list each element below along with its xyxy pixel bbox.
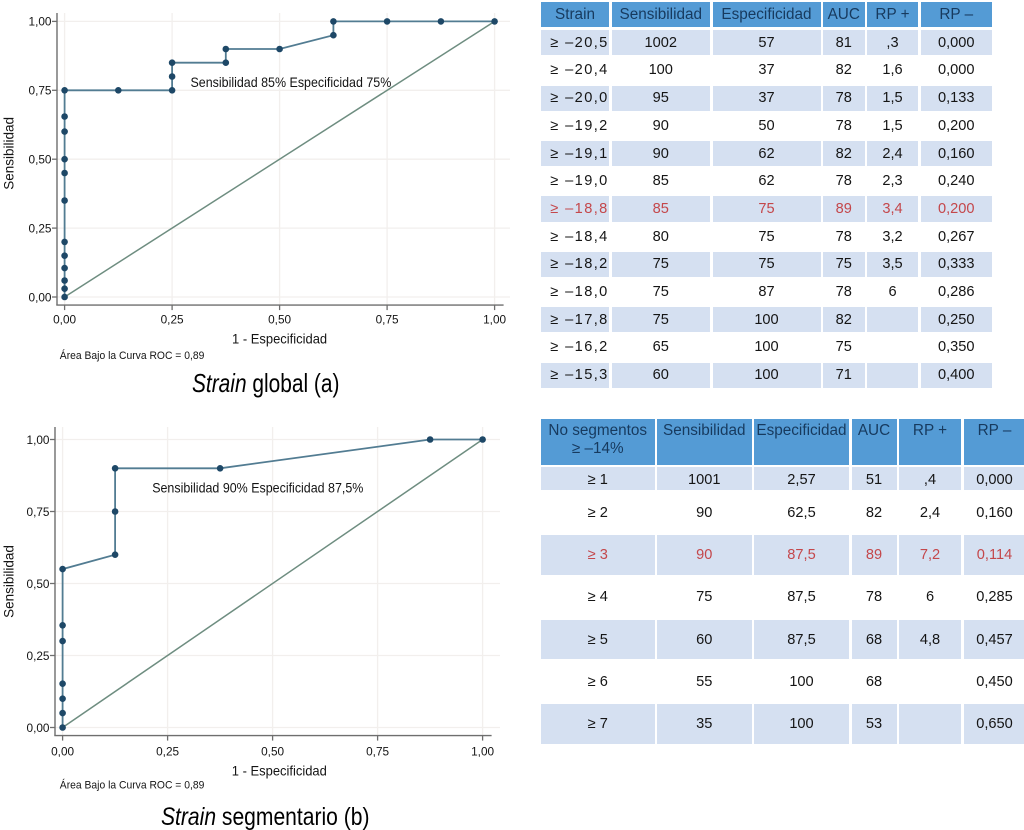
svg-text:0,50: 0,50 [261,744,284,758]
svg-text:Área Bajo la Curva ROC = 0,89: Área Bajo la Curva ROC = 0,89 [60,778,205,791]
svg-text:0,25: 0,25 [27,649,50,663]
svg-text:0,25: 0,25 [156,744,179,758]
svg-text:0,75: 0,75 [29,84,52,98]
svg-text:1,00: 1,00 [471,744,494,758]
svg-text:1 - Especificidad: 1 - Especificidad [232,763,327,779]
svg-text:Sensibilidad: Sensibilidad [2,117,17,190]
svg-text:0,25: 0,25 [161,313,184,327]
svg-text:Área Bajo la Curva ROC = 0,89: Área Bajo la Curva ROC = 0,89 [60,349,205,362]
svg-text:0,00: 0,00 [27,721,50,735]
svg-text:0,25: 0,25 [29,221,52,235]
svg-text:0,50: 0,50 [29,153,52,167]
svg-text:Sensibilidad: Sensibilidad [2,545,17,618]
svg-text:1,00: 1,00 [483,313,506,327]
svg-text:Sensibilidad 90% Especificidad: Sensibilidad 90% Especificidad 87,5% [152,480,364,496]
svg-text:0,75: 0,75 [27,505,50,519]
svg-text:0,00: 0,00 [29,290,52,304]
svg-text:1 - Especificidad: 1 - Especificidad [232,331,327,347]
svg-text:1,00: 1,00 [29,15,52,29]
svg-text:0,50: 0,50 [27,577,50,591]
svg-text:0,75: 0,75 [376,313,399,327]
svg-text:0,50: 0,50 [268,313,291,327]
svg-text:0,00: 0,00 [51,744,74,758]
svg-text:0,00: 0,00 [53,313,76,327]
svg-text:0,75: 0,75 [366,744,389,758]
svg-text:1,00: 1,00 [27,433,50,447]
svg-text:Sensibilidad 85% Especificidad: Sensibilidad 85% Especificidad 75% [191,75,392,91]
